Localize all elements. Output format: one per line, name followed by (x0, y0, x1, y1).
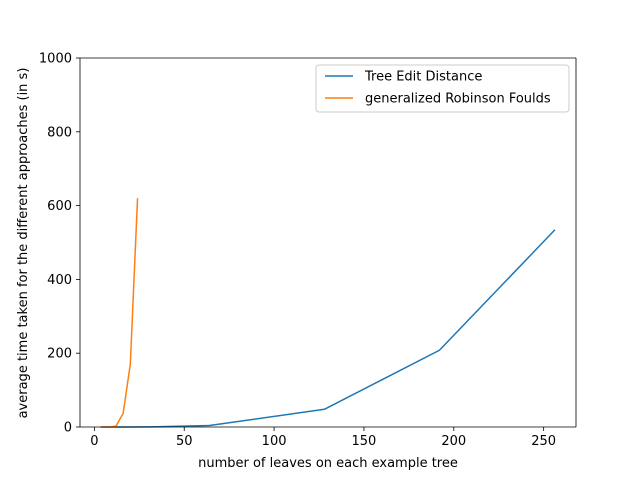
plot-area (80, 58, 576, 427)
y-axis-label: average time taken for the different app… (16, 68, 31, 419)
x-axis-label: number of leaves on each example tree (198, 456, 458, 471)
legend-box (315, 64, 570, 113)
legend-label-2: generalized Robinson Foulds (365, 92, 551, 107)
y-tick-label: 1000 (39, 52, 72, 67)
legend: Tree Edit Distance generalized Robinson F… (315, 64, 570, 113)
y-tick-label: 600 (47, 199, 72, 214)
y-tick-label: 400 (47, 273, 72, 288)
y-tick-label: 0 (64, 421, 72, 436)
y-tick-label: 800 (47, 125, 72, 140)
y-tick-label: 200 (47, 347, 72, 362)
x-tick-label: 250 (531, 434, 556, 449)
legend-label-1: Tree Edit Distance (364, 70, 482, 85)
x-tick-label: 100 (262, 434, 287, 449)
x-tick-label: 150 (352, 434, 377, 449)
x-tick-label: 0 (90, 434, 98, 449)
axes-layer: 0 50 100 150 200 250 0 200 400 600 800 1000 (39, 52, 577, 449)
x-tick-label: 200 (441, 434, 466, 449)
x-tick-label: 50 (176, 434, 193, 449)
plot-background (80, 58, 576, 427)
